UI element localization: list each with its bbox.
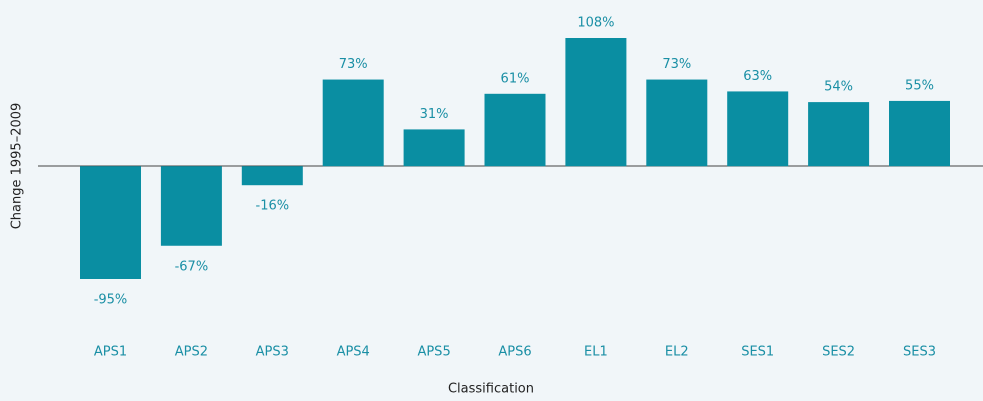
x-tick-label: SES2 [822, 345, 855, 360]
x-tick-label: SES3 [903, 345, 936, 360]
bar [241, 166, 303, 186]
data-label: 55% [905, 78, 934, 93]
bar [565, 38, 627, 167]
bar [80, 166, 141, 279]
x-tick-label: APS4 [337, 345, 370, 360]
bar [322, 79, 384, 167]
y-axis-title: Change 1995–2009 [10, 103, 25, 230]
data-label: 31% [420, 107, 449, 122]
x-tick-label: APS2 [175, 345, 208, 360]
bar [646, 79, 708, 167]
bar [484, 93, 546, 167]
data-label: -95% [94, 293, 128, 308]
x-tick-label: APS1 [94, 345, 127, 360]
x-tick-label: APS6 [498, 345, 531, 360]
bar [727, 91, 789, 167]
bar [889, 100, 950, 167]
x-tick-label: EL1 [584, 345, 608, 360]
data-label: 108% [577, 16, 614, 31]
bar [403, 129, 465, 167]
data-label: 73% [339, 57, 368, 72]
data-label: -67% [175, 259, 209, 274]
x-tick-label: EL2 [665, 345, 689, 360]
data-label: -16% [256, 199, 290, 214]
x-axis-title: Classification [448, 382, 534, 397]
x-tick-label: SES1 [741, 345, 774, 360]
data-label: 63% [743, 69, 772, 84]
bar [160, 166, 222, 246]
data-label: 73% [662, 57, 691, 72]
x-tick-label: APS3 [256, 345, 289, 360]
x-tick-label: APS5 [417, 345, 450, 360]
bar [808, 102, 870, 167]
data-label: 54% [824, 80, 853, 95]
data-label: 61% [501, 71, 530, 86]
